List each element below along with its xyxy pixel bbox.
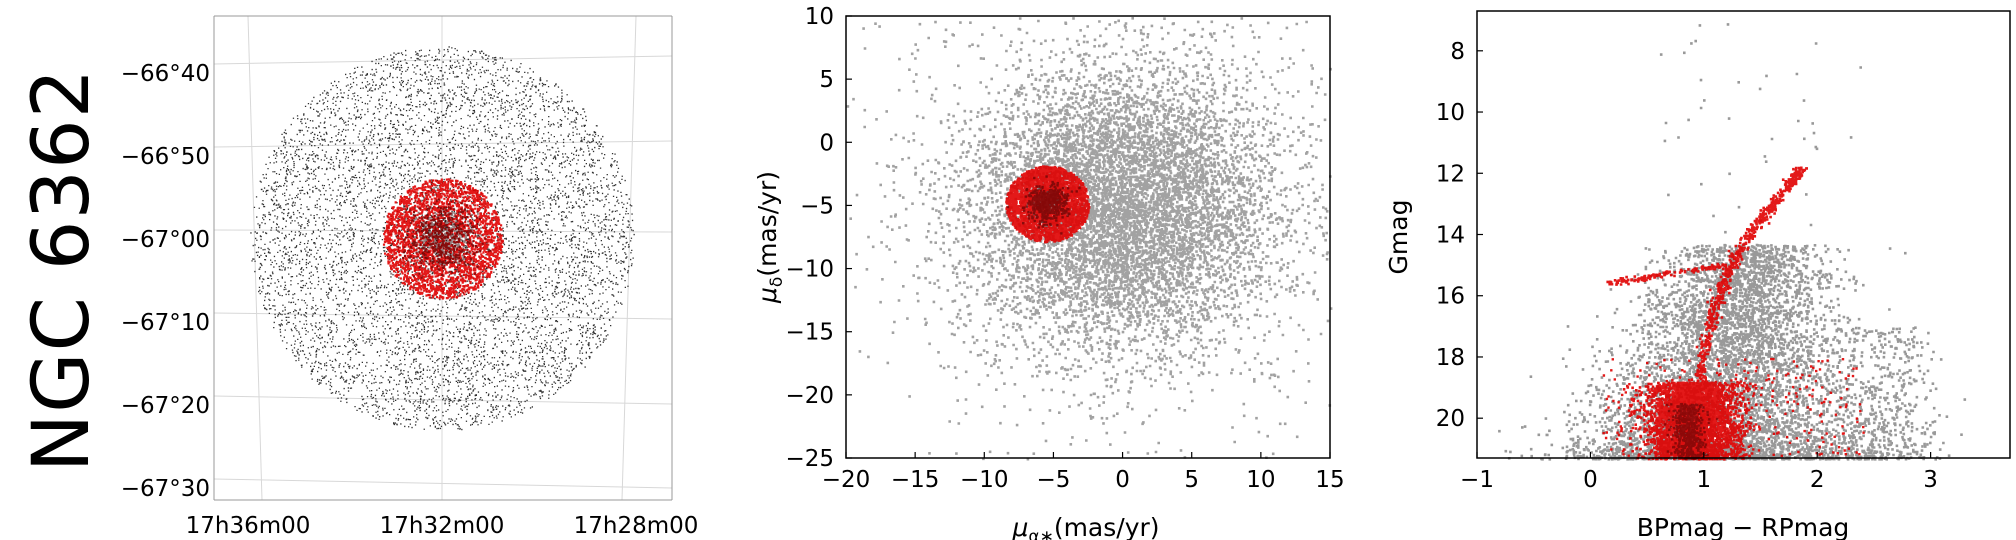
ra-tick-label: 17h36m00 (186, 513, 311, 539)
cmd-y-tick-label: 16 (1436, 284, 1465, 310)
dec-tick-label: −67°10 (121, 310, 210, 336)
sky-member-stars (382, 178, 504, 300)
cmd-y-tick-label: 18 (1436, 345, 1465, 371)
sky-map-panel: −66°40 −66°50 −67°00 −67°10 −67°20 −67°3… (121, 15, 699, 539)
pm-y-tick-label: −20 (785, 383, 834, 409)
sky-member-core-dots (390, 181, 492, 287)
pm-y-tick-label: −5 (800, 193, 834, 219)
sky-grid-line (247, 15, 263, 501)
sky-grid-line (213, 312, 673, 320)
pm-x-tick-label: −15 (891, 467, 940, 493)
sky-grid-line (621, 15, 637, 501)
pm-y-tick-label: 5 (819, 67, 834, 93)
pm-x-unit: (mas/yr) (1054, 513, 1160, 540)
pm-member-core-dots (1006, 175, 1081, 235)
pm-x-subscript: α∗ (1028, 527, 1053, 540)
cmd-field-star-dots (1498, 23, 1967, 461)
pm-member-stars (1005, 165, 1091, 244)
pm-x-tick-label: −5 (1036, 467, 1070, 493)
pm-y-tick-label: 10 (805, 4, 834, 30)
sky-grid-line (213, 55, 673, 65)
ra-tick-label: 17h28m00 (574, 513, 699, 539)
dec-tick-label: −67°20 (121, 393, 210, 419)
sky-ra-tick-labels: 17h36m00 17h32m00 17h28m00 (186, 513, 699, 539)
pm-x-tick-label: −10 (960, 467, 1009, 493)
cmd-x-tick-label: 0 (1583, 467, 1598, 493)
pm-y-tick-label: 0 (819, 130, 834, 156)
cmd-x-tick-label: 1 (1696, 467, 1711, 493)
dec-tick-label: −67°30 (121, 476, 210, 502)
pm-x-axis-label: μα∗(mas/yr) (1011, 513, 1159, 540)
sky-grid-line (213, 478, 673, 489)
dec-tick-label: −66°40 (121, 61, 210, 87)
cmd-x-tick-label: 2 (1810, 467, 1825, 493)
cmd-x-tick-label: −1 (1460, 467, 1494, 493)
cmd-field-stars (1498, 23, 1967, 461)
cmd-y-tick-label: 14 (1436, 223, 1465, 249)
dec-tick-label: −66°50 (121, 144, 210, 170)
pm-axes-frame (845, 15, 1331, 459)
pm-y-axis-label: μδ(mas/yr) (753, 171, 787, 304)
cmd-member-core-dots (1663, 403, 1719, 461)
pm-x-tick-label: 10 (1246, 467, 1275, 493)
pm-x-tick-label: −20 (822, 467, 871, 493)
dec-tick-label: −67°00 (121, 227, 210, 253)
sky-dec-tick-labels: −66°40 −66°50 −67°00 −67°10 −67°20 −67°3… (121, 61, 210, 502)
pm-y-unit: (mas/yr) (753, 171, 782, 277)
pm-y-tick-label: −10 (785, 257, 834, 283)
sky-member-star-dots (382, 178, 504, 300)
pm-y-tick-label: −25 (785, 446, 834, 472)
cmd-y-tick-label: 12 (1436, 161, 1465, 187)
ra-tick-label: 17h32m00 (380, 513, 505, 539)
cmd-y-axis-label: Gmag (1384, 200, 1413, 275)
pm-x-tick-label: 0 (1115, 467, 1130, 493)
pm-y-subscript: δ (767, 277, 787, 287)
pm-x-symbol: μ (1011, 513, 1028, 540)
pm-y-symbol: μ (753, 287, 782, 304)
pm-x-tick-label: 5 (1184, 467, 1199, 493)
cmd-member-stars (1602, 166, 1865, 461)
cmd-y-tick-label: 10 (1436, 100, 1465, 126)
cmd-y-tick-label: 8 (1450, 39, 1465, 65)
pm-field-stars (846, 17, 1333, 461)
pm-y-tick-label: −15 (785, 320, 834, 346)
cmd-x-tick-label: 3 (1923, 467, 1938, 493)
pm-x-tick-label: 15 (1315, 467, 1344, 493)
pm-field-star-dots (846, 17, 1333, 461)
cmd-x-axis-label: BPmag − RPmag (1637, 513, 1850, 540)
cmd-y-tick-label: 20 (1436, 406, 1465, 432)
